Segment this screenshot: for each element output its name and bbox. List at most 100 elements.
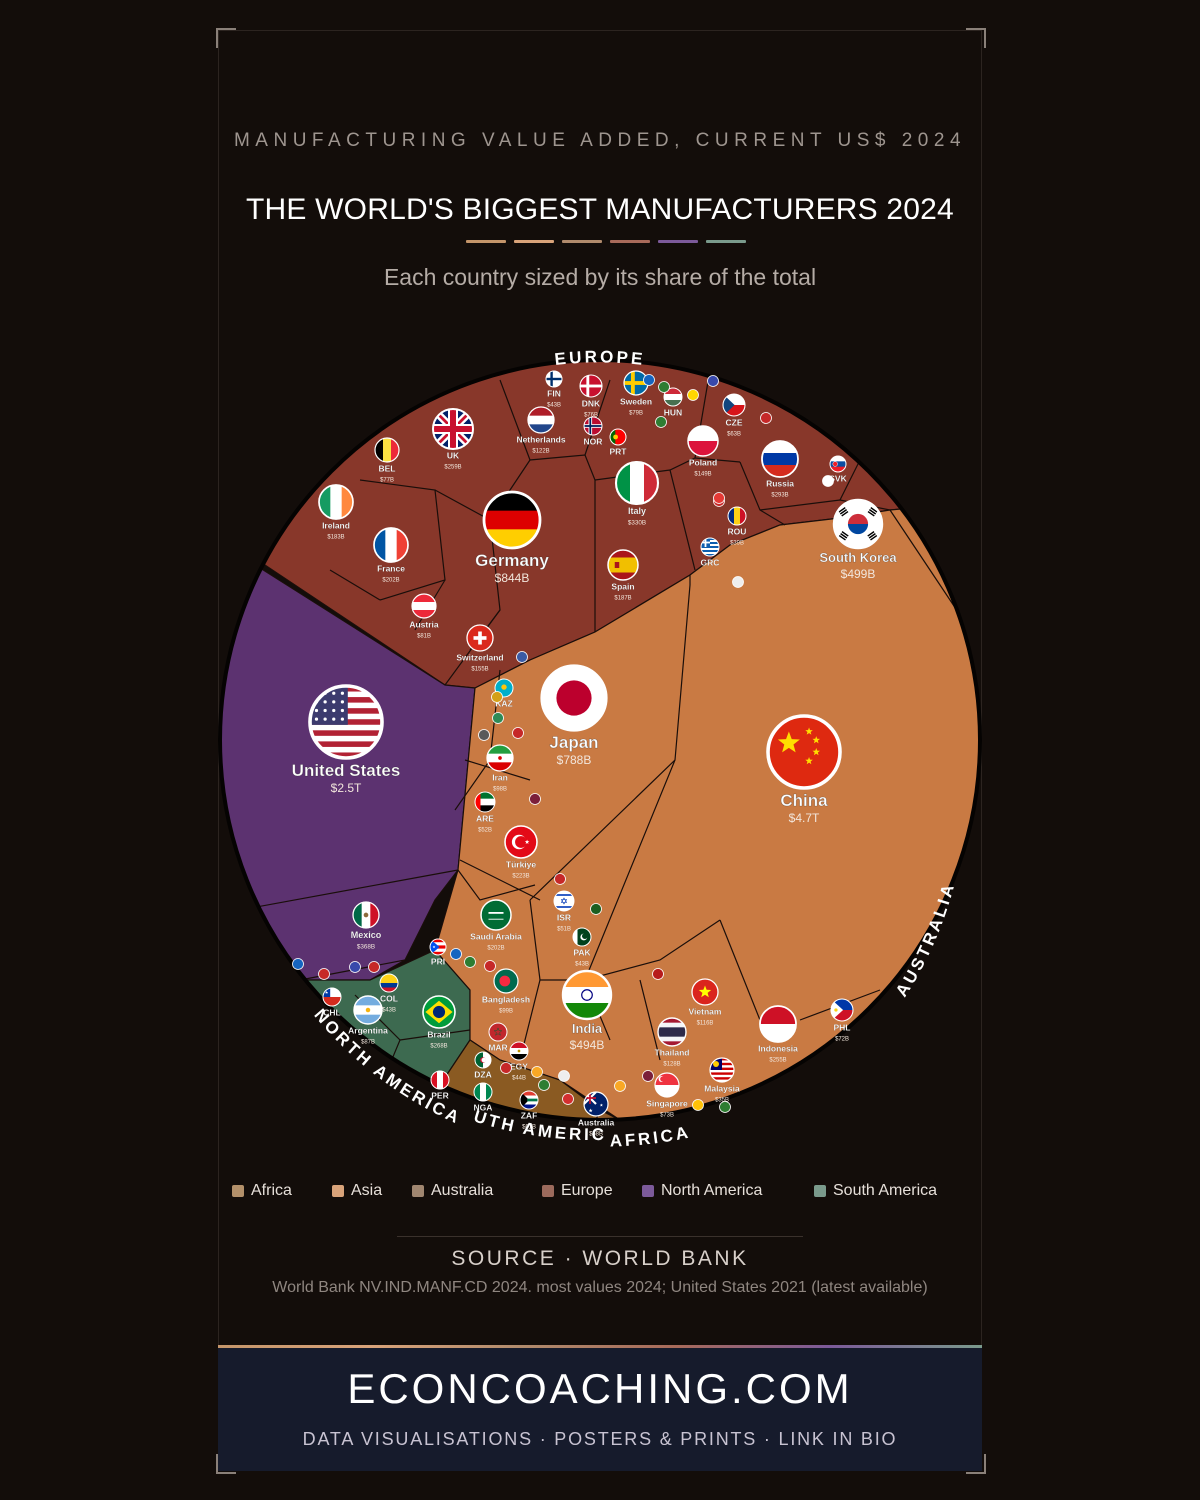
legend-label: North America — [661, 1182, 763, 1199]
country-singapore: Singapore $73B — [646, 1072, 688, 1118]
country-value: $99B — [499, 1008, 513, 1014]
country-name: South Korea — [819, 550, 897, 565]
flag-pakistan-icon — [572, 927, 592, 947]
country-value: $87B — [361, 1039, 375, 1045]
minor-country-flag-icon — [516, 651, 528, 663]
country-pak: PAK $43B — [572, 927, 592, 967]
country-name: Bangladesh — [482, 995, 530, 1005]
country-name: PER — [431, 1091, 448, 1101]
country-cze: CZE $63B — [722, 393, 746, 437]
minor-country-flag-icon — [292, 958, 304, 970]
cell-border — [889, 509, 961, 616]
country-name: Sweden — [620, 397, 652, 407]
flag-russia-icon — [761, 440, 799, 478]
country-value: $223B — [512, 873, 529, 879]
country-value: $77B — [380, 477, 394, 483]
country-hun: HUN — [663, 387, 683, 418]
country-name: Poland — [689, 458, 717, 468]
flag-iran-icon — [486, 744, 514, 772]
accent-bar — [706, 240, 746, 243]
country-name: NGA — [474, 1103, 493, 1113]
legend-swatch — [332, 1185, 344, 1197]
country-fin: FIN $43B — [545, 370, 563, 408]
country-value: $51B — [557, 926, 571, 932]
flag-czechia-icon — [722, 393, 746, 417]
country-spain: Spain $187B — [607, 549, 639, 601]
country-poland: Poland $149B — [687, 425, 719, 477]
country-value: $187B — [614, 595, 631, 601]
country-malaysia: Malaysia $35B — [704, 1057, 740, 1103]
flag-italy-icon — [614, 460, 660, 506]
minor-country-flag-icon — [531, 1066, 543, 1078]
country-ireland: Ireland $183B — [318, 484, 354, 540]
country-dnk: DNK $76B — [579, 374, 603, 418]
country-name: Vietnam — [689, 1007, 722, 1017]
country-name: NOR — [584, 437, 603, 447]
flag-denmark-icon — [579, 374, 603, 398]
country-nga: NGA — [473, 1082, 493, 1113]
cell-border — [499, 379, 531, 461]
divider — [397, 1236, 803, 1237]
country-value: $149B — [694, 471, 711, 477]
country-value: $128B — [663, 1061, 680, 1067]
minor-country-flag-icon — [692, 1099, 704, 1111]
flag-usa-icon — [308, 684, 384, 760]
minor-country-flag-icon — [484, 960, 496, 972]
flag-vietnam-icon — [691, 978, 719, 1006]
country-value: $81B — [417, 633, 431, 639]
country-name: Switzerland — [456, 653, 503, 663]
country-value: $368B — [357, 943, 375, 950]
country-value: $52B — [478, 827, 492, 833]
flag-greece-icon — [700, 537, 720, 557]
minor-country-flag-icon — [554, 873, 566, 885]
country-nor: NOR — [583, 416, 603, 447]
flag-belgium-icon — [374, 437, 400, 463]
minor-country-flag-icon — [562, 1093, 574, 1105]
minor-country-flag-icon — [642, 1070, 654, 1082]
cell-border — [584, 379, 611, 456]
country-name: PAK — [573, 948, 591, 958]
country-name: SVK — [829, 474, 847, 484]
legend-item-africa: Africa — [232, 1182, 292, 1200]
minor-country-flag-icon — [713, 492, 725, 504]
chart-title: THE WORLD'S BIGGEST MANUFACTURERS 2024 — [246, 193, 954, 226]
country-value: $255B — [769, 1057, 786, 1063]
minor-country-flag-icon — [464, 956, 476, 968]
country-value: $202B — [382, 577, 399, 583]
flag-thailand-icon — [657, 1017, 687, 1047]
country-are: ARE $52B — [474, 791, 496, 833]
country-value: $330B — [628, 519, 646, 526]
legend-swatch — [412, 1185, 424, 1197]
country-value: $116B — [697, 1020, 714, 1026]
minor-country-flag-icon — [822, 475, 834, 487]
country-name: KAZ — [495, 699, 512, 709]
country-rou: ROU $39B — [727, 506, 747, 546]
country-name: Türkiye — [506, 860, 537, 870]
country-switzerland: Switzerland $155B — [456, 624, 504, 672]
country-zaf: ZAF $61B — [519, 1090, 539, 1130]
flag-japan-icon — [540, 664, 608, 732]
flag-bangladesh-icon — [493, 968, 519, 994]
accent-bar — [466, 240, 506, 243]
flag-france-icon — [373, 527, 409, 563]
country-mar: MAR — [488, 1022, 508, 1053]
voronoi-chart: China$4.7T United States$2.5T Germany$844B… — [200, 340, 982, 1151]
footer-brand[interactable]: ECONCOACHING.COM — [347, 1365, 853, 1412]
country-name: Thailand — [655, 1048, 690, 1058]
flag-hungary-icon — [663, 387, 683, 407]
country-value: $35B — [715, 1097, 729, 1103]
country-japan: Japan$788B — [540, 664, 608, 767]
minor-country-flag-icon — [658, 381, 670, 393]
country-name: GRC — [701, 558, 720, 568]
country-pri: PRI — [429, 938, 447, 967]
country-grc: GRC — [700, 537, 720, 568]
country-value: $61B — [522, 1124, 536, 1130]
frame-corner — [216, 1454, 236, 1474]
cell-border — [669, 469, 696, 571]
legend-swatch — [542, 1185, 554, 1197]
minor-country-flag-icon — [529, 793, 541, 805]
country-name: ISR — [557, 913, 571, 923]
country-value: $499B — [841, 567, 876, 581]
chart-legend: Africa Asia Australia Europe North America So… — [232, 1182, 972, 1202]
flag-netherlands-icon — [527, 406, 555, 434]
